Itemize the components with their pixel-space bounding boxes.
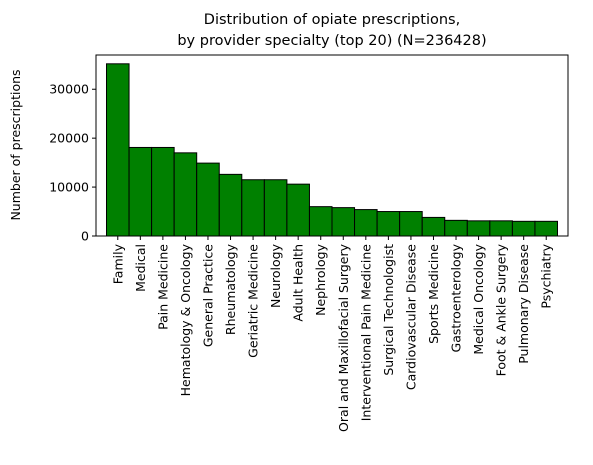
bar-pulmonary-disease [511, 220, 536, 237]
bar-pain-medicine [151, 146, 175, 237]
y-axis-label: Number of prescriptions [8, 69, 23, 220]
bar-interventional-pain-medicine [354, 209, 378, 237]
bar-general-practice [196, 162, 220, 237]
x-tick-label: Hematology & Oncology [178, 243, 193, 396]
x-tick-label: Medical Oncology [471, 243, 486, 354]
x-tick-label: Sports Medicine [426, 244, 441, 344]
x-tick-label: Interventional Pain Medicine [358, 244, 373, 422]
bar-adult-health [286, 183, 310, 237]
x-tick-label: Cardiovascular Disease [403, 244, 418, 390]
bar-neurology [263, 179, 288, 237]
bar-family [106, 63, 130, 237]
x-tick-label: Adult Health [291, 244, 306, 322]
bars [106, 63, 559, 237]
bar-cardiovascular-disease [399, 211, 423, 237]
x-tick-label: Oral and Maxillofacial Surgery [336, 243, 351, 432]
chart-title-line-2: by provider specialty (top 20) (N=236428… [177, 33, 486, 49]
x-tick-label: Nephrology [313, 243, 328, 315]
x-tick-label: Rheumatology [223, 243, 238, 335]
bar-surgical-technologist [376, 211, 401, 237]
bar-nephrology [308, 206, 333, 237]
bar-medical [128, 146, 153, 237]
y-tick-label: 10000 [49, 180, 89, 195]
x-axis-ticks: Family Medical Pain Medicine Hematology & O… [110, 236, 554, 432]
bar-medical-oncology [466, 220, 491, 237]
x-tick-label: Pain Medicine [155, 244, 170, 330]
bar-rheumatology [218, 173, 243, 237]
bar-gastroenterology [444, 219, 468, 237]
y-tick-label: 0 [81, 229, 89, 244]
y-tick-label: 20000 [49, 131, 89, 146]
y-axis-ticks: 0 10000 20000 30000 [49, 82, 96, 244]
x-tick-label: Neurology [268, 243, 283, 308]
bar-foot-and-ankle-surgery [489, 220, 513, 237]
plot-frame [95, 54, 569, 237]
x-tick-label: Medical [133, 244, 148, 292]
x-tick-label: Geriatric Medicine [246, 244, 261, 358]
bar-psychiatry [534, 220, 559, 237]
bar-geriatric-medicine [241, 179, 265, 237]
x-tick-label: Gastroenterology [449, 243, 464, 352]
x-tick-label: Psychiatry [539, 243, 554, 308]
chart-title-line-1: Distribution of opiate prescriptions, [204, 12, 460, 28]
x-tick-label: Family [110, 243, 125, 284]
bar-hematology-and-oncology [173, 152, 198, 237]
x-tick-label: General Practice [200, 244, 215, 347]
bar-sports-medicine [421, 216, 446, 237]
bar-oral-and-maxillofacial-surgery [331, 207, 356, 237]
x-tick-label: Pulmonary Disease [516, 244, 531, 364]
x-tick-label: Surgical Technologist [381, 244, 396, 376]
x-tick-label: Foot & Ankle Surgery [494, 243, 509, 376]
y-tick-label: 30000 [49, 82, 89, 97]
